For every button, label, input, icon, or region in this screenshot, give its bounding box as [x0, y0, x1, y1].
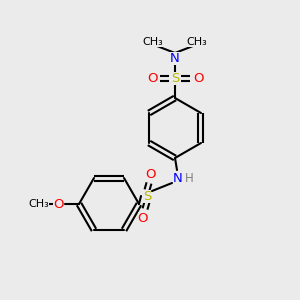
Text: O: O — [146, 167, 156, 181]
Text: CH₃: CH₃ — [142, 37, 164, 47]
Text: O: O — [193, 71, 203, 85]
Text: S: S — [143, 190, 151, 202]
Text: O: O — [147, 71, 157, 85]
Text: O: O — [138, 212, 148, 224]
Text: N: N — [170, 52, 180, 64]
Text: S: S — [171, 71, 179, 85]
Text: O: O — [53, 197, 63, 211]
Text: H: H — [184, 172, 194, 185]
Text: CH₃: CH₃ — [28, 199, 50, 209]
Text: CH₃: CH₃ — [187, 37, 207, 47]
Text: N: N — [173, 172, 183, 184]
